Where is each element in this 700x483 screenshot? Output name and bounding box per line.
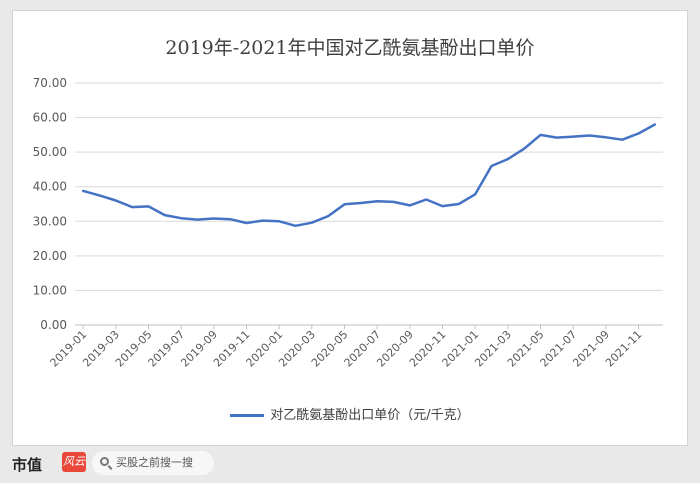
y-tick-label: 70.00 (33, 76, 67, 90)
y-tick-label: 0.00 (40, 318, 67, 332)
legend: 对乙酰氨基酚出口单价（元/千克） (13, 404, 687, 423)
legend-label: 对乙酰氨基酚出口单价（元/千克） (270, 408, 470, 423)
search-box[interactable]: 买股之前搜一搜 (92, 451, 214, 475)
series-line (81, 123, 657, 228)
y-tick-label: 30.00 (33, 214, 67, 228)
y-tick-label: 50.00 (33, 145, 67, 159)
x-tick-label: 2021-11 (603, 328, 645, 370)
chart-title: 2019年-2021年中国对乙酰氨基酚出口单价 (165, 37, 535, 59)
search-text: 买股之前搜一搜 (116, 456, 193, 469)
chart-card: 2019年-2021年中国对乙酰氨基酚出口单价 0.00 10.00 20.00 30… (12, 10, 688, 446)
brand-name: 市值 (12, 456, 43, 474)
search-icon (100, 457, 109, 466)
brand-logo: 风云 (62, 452, 86, 472)
legend-swatch (230, 414, 265, 417)
footer-bar: 市值 风云 买股之前搜一搜 (0, 446, 700, 483)
y-tick-label: 10.00 (33, 283, 67, 297)
y-tick-label: 20.00 (33, 249, 67, 263)
y-tick-label: 40.00 (33, 180, 67, 194)
y-tick-label: 60.00 (33, 111, 67, 125)
line-chart: 0.00 10.00 20.00 30.00 40.00 50.00 60.00 70.00 2… (33, 76, 663, 370)
